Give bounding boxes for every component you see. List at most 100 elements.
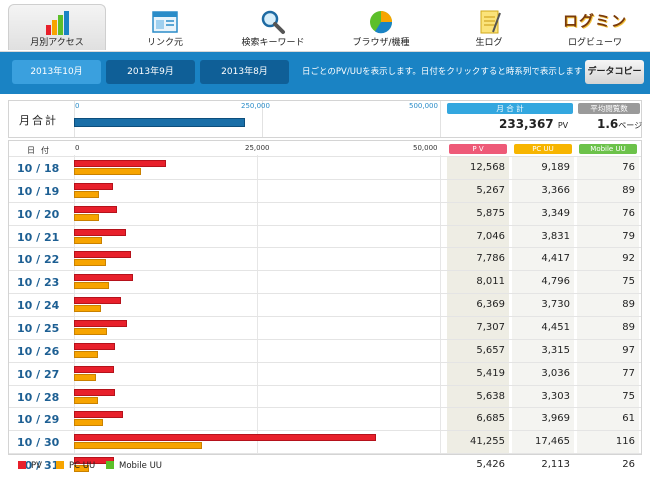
instruction-text: 日ごとのPV/UUを表示します。日付をクリックすると時系列で表示します [302,67,583,77]
pv-value: 5,657 [476,344,505,356]
axis-gridline [440,155,441,454]
summary-label: 月合計 [19,114,58,127]
pcuu-value: 3,303 [541,390,570,402]
pv-column-bg [447,156,509,454]
mobile-value: 75 [622,276,635,288]
axis-gridline [440,101,441,137]
mobile-value: 76 [622,207,635,219]
table-row: 10 / 18 12,568 9,189 76 [9,156,641,179]
date-link[interactable]: 10 / 31 [17,459,60,473]
nav-referrer[interactable]: リンク元 [116,4,214,50]
total-unit: PV [557,121,569,130]
pv-value: 6,685 [476,413,505,425]
date-link[interactable]: 10 / 23 [17,276,60,290]
date-link[interactable]: 10 / 27 [17,367,60,381]
table-row: 10 / 31 5,426 2,113 26 [9,453,641,476]
pcuu-bar [74,350,99,358]
pv-bar [74,365,114,373]
nav-search-keywords[interactable]: 検索キーワード [224,4,322,50]
nav-label: ログビューワ [567,38,622,48]
axis-tick-label: 25,000 [245,144,270,152]
browser-window-icon [152,11,178,33]
avg-unit: ページ [618,121,643,130]
table-row: 10 / 30 41,255 17,465 116 [9,430,641,453]
mobile-value: 89 [622,321,635,333]
mobile-value: 61 [622,413,635,425]
legend-item-pcuu: PC UU [56,461,95,471]
table-row: 10 / 23 8,011 4,796 75 [9,270,641,293]
pcuu-bar [74,419,104,427]
mobile-value: 76 [622,162,635,173]
pcuu-value: 3,366 [541,184,570,196]
mobile-value: 89 [622,299,635,311]
date-link[interactable]: 10 / 21 [17,230,60,244]
pie-chart-icon [370,11,393,34]
nav-label: 検索キーワード [241,38,305,48]
pcuu-bar [74,259,107,267]
pcuu-bar [74,168,142,175]
total-value: 233,367 [499,117,554,131]
month-tab-2013-09[interactable]: 2013年9月 [106,60,195,84]
pcuu-value: 17,465 [535,436,570,448]
date-link[interactable]: 10 / 30 [17,436,60,450]
date-link[interactable]: 10 / 25 [17,321,60,335]
pv-bar [74,434,376,442]
daily-table: 日付 0 25,000 50,000 P V PC UU Mobile UU 1… [8,140,642,473]
pcuu-bar [74,373,97,381]
pcuu-bar [74,442,202,450]
pv-bar [74,182,113,190]
date-link[interactable]: 10 / 28 [17,390,60,404]
month-tab-2013-10[interactable]: 2013年10月 [12,60,101,84]
top-nav: 月別アクセス リンク元 検索キーワード ブラウザ/機種 [0,0,650,52]
nav-browser-device[interactable]: ブラウザ/機種 [332,4,430,50]
nav-label: 月別アクセス [30,38,84,48]
table-row: 10 / 22 7,786 4,417 92 [9,247,641,270]
axis-tick-label: 250,000 [241,102,270,110]
pv-value: 5,638 [476,390,505,402]
nav-raw-log[interactable]: 生ログ [440,4,538,50]
mobile-value: 26 [622,459,635,471]
logmi-logo-icon: ログミン [562,12,627,30]
data-copy-button[interactable]: データコピー [585,60,644,84]
magnifier-icon [261,10,285,34]
pcuu-value: 3,730 [541,299,570,311]
pv-value: 6,369 [476,299,505,311]
month-tab-2013-08[interactable]: 2013年8月 [200,60,289,84]
date-link[interactable]: 10 / 24 [17,299,60,313]
date-link[interactable]: 10 / 20 [17,207,60,221]
legend-item-mobile: Mobile UU [106,461,162,471]
date-column-header: 日付 [27,146,55,155]
date-link[interactable]: 10 / 29 [17,413,60,427]
pcuu-value: 3,315 [541,344,570,356]
pcuu-column-header: PC UU [514,144,572,154]
pv-value: 7,046 [476,230,505,242]
monthly-pv-bar [74,118,245,127]
table-row: 10 / 24 6,369 3,730 89 [9,293,641,316]
table-row: 10 / 20 5,875 3,349 76 [9,201,641,225]
pcuu-value: 4,796 [541,276,570,288]
mobile-value: 116 [615,436,635,448]
pv-value: 41,255 [470,436,505,448]
table-row: 10 / 21 7,046 3,831 79 [9,224,641,248]
avg-pages-value: 1.6ページ [597,117,642,131]
date-link[interactable]: 10 / 26 [17,344,60,358]
date-link[interactable]: 10 / 19 [17,184,60,198]
pv-column-header: P V [449,144,507,154]
pcuu-bar [74,305,102,313]
table-row: 10 / 26 5,657 3,315 97 [9,338,641,362]
pv-bar [74,319,128,327]
monthly-summary: 月合計 0 250,000 500,000 月 合 計 233,367 PV 平… [8,100,642,138]
pcuu-value: 3,969 [541,413,570,425]
axis-gridline [262,101,263,137]
pcuu-bar [74,282,110,290]
nav-monthly-access[interactable]: 月別アクセス [8,4,106,50]
pv-value: 8,011 [476,276,505,288]
date-link[interactable]: 10 / 18 [17,162,60,175]
pcuu-bar [74,327,107,335]
legend-label: PC UU [69,461,96,471]
nav-log-viewer[interactable]: ログミン ログビューワ [546,4,644,50]
date-link[interactable]: 10 / 22 [17,253,60,267]
mobile-value: 92 [622,253,635,265]
table-row: 10 / 28 5,638 3,303 75 [9,384,641,408]
table-row: 10 / 19 5,267 3,366 89 [9,178,641,202]
